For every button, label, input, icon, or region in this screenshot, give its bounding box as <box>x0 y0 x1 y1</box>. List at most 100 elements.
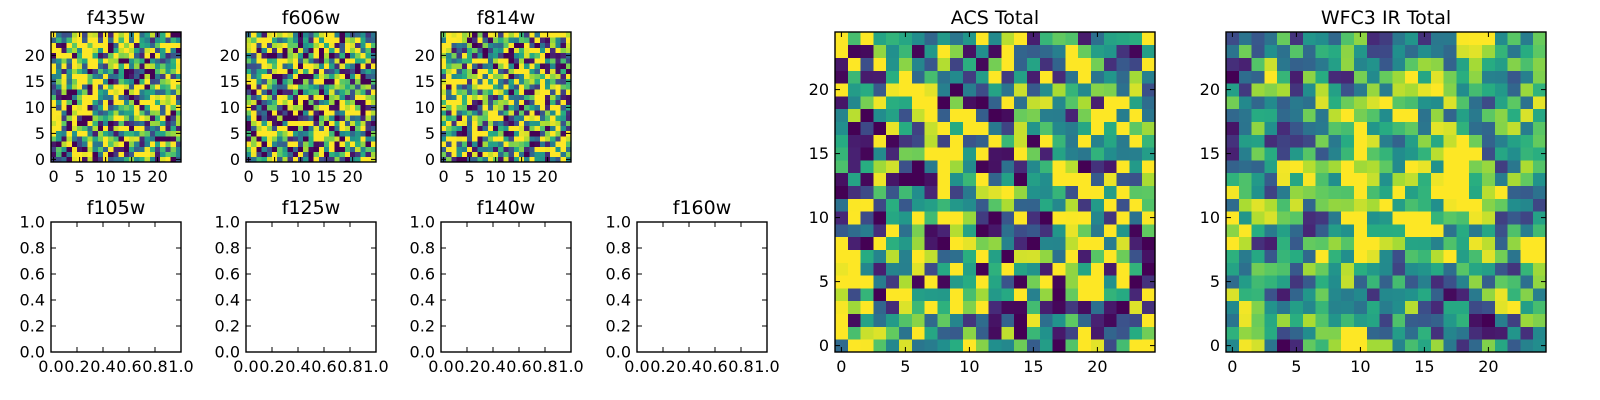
heatmap-cell <box>477 47 483 54</box>
heatmap-cell <box>266 73 273 80</box>
heatmap-cell <box>451 63 457 69</box>
y-tick-label: 0.2 <box>215 317 240 336</box>
heatmap-cell <box>71 99 78 106</box>
heatmap-cell <box>1129 326 1143 340</box>
heatmap-cell <box>1482 198 1496 212</box>
heatmap-cell <box>860 108 874 122</box>
heatmap-cell <box>329 52 335 59</box>
heatmap-cell <box>134 84 140 90</box>
heatmap-cell <box>539 146 546 152</box>
heatmap-cell <box>92 47 99 54</box>
heatmap-cell <box>456 99 463 106</box>
heatmap-cell <box>1264 313 1278 327</box>
heatmap-cell <box>451 58 457 64</box>
heatmap-cell <box>899 57 913 71</box>
heatmap-cell <box>113 136 119 142</box>
heatmap-cell <box>113 125 119 132</box>
heatmap-cell <box>360 32 366 38</box>
heatmap-cell <box>1341 288 1355 302</box>
heatmap-cell <box>963 96 977 110</box>
heatmap-cell <box>1430 224 1444 238</box>
heatmap-cell <box>446 115 452 121</box>
y-tick-label: 10 <box>25 98 45 117</box>
heatmap-cell <box>1129 249 1143 263</box>
heatmap-cell <box>1251 70 1265 84</box>
heatmap-cell <box>313 104 320 111</box>
heatmap-cell <box>155 99 161 106</box>
heatmap-cell <box>256 84 262 90</box>
heatmap-cell <box>975 185 989 199</box>
heatmap-cell <box>1039 121 1053 135</box>
heatmap-cell <box>287 52 294 59</box>
heatmap-cell <box>1027 313 1041 327</box>
heatmap-cell <box>508 58 515 64</box>
heatmap-cell <box>266 84 273 90</box>
heatmap-cell <box>113 130 119 137</box>
heatmap-cell <box>1027 300 1041 314</box>
heatmap-cell <box>313 68 320 74</box>
heatmap-cell <box>456 78 463 85</box>
heatmap-cell <box>56 58 62 64</box>
heatmap-cell <box>1520 185 1534 199</box>
heatmap-cell <box>1366 236 1380 250</box>
heatmap-cell <box>1392 249 1406 263</box>
heatmap-cell <box>937 326 951 340</box>
heatmap-cell <box>1264 57 1278 71</box>
heatmap-cell <box>1226 57 1240 71</box>
heatmap-cell <box>344 125 351 132</box>
heatmap-cell <box>1533 160 1547 174</box>
heatmap-cell <box>103 110 109 116</box>
heatmap-cell <box>261 110 268 116</box>
heatmap-cell <box>1264 211 1278 225</box>
heatmap-cell <box>1290 32 1304 46</box>
heatmap-cell <box>123 110 130 116</box>
heatmap-cell <box>1014 198 1028 212</box>
heatmap-cell <box>493 151 499 158</box>
heatmap-cell <box>963 83 977 97</box>
heatmap-cell <box>350 130 356 137</box>
heatmap-cell <box>1014 108 1028 122</box>
heatmap-cell <box>524 130 530 137</box>
heatmap-cell <box>539 115 546 121</box>
heatmap-cell <box>282 151 288 158</box>
heatmap-cell <box>1405 224 1419 238</box>
heatmap-cell <box>334 125 340 132</box>
y-tick-label: 0 <box>35 150 45 169</box>
heatmap-cell <box>87 104 93 111</box>
heatmap-cell <box>565 58 572 64</box>
heatmap-cells <box>51 32 182 163</box>
heatmap-cell <box>508 47 515 54</box>
heatmap-cell <box>1039 275 1053 289</box>
heatmap-cell <box>1354 300 1368 314</box>
heatmap-cell <box>1039 236 1053 250</box>
heatmap-cell <box>911 147 925 161</box>
heatmap-cell <box>134 52 140 59</box>
heatmap-cell <box>503 120 509 126</box>
heatmap-cell <box>1456 236 1470 250</box>
heatmap-cell <box>303 136 309 142</box>
heatmap-cell <box>529 115 535 121</box>
heatmap-cell <box>1482 236 1496 250</box>
heatmap-cell <box>287 84 294 90</box>
heatmap-cell <box>1418 70 1432 84</box>
heatmap-cell <box>113 110 119 116</box>
heatmap-cell <box>1430 96 1444 110</box>
heatmap-cell <box>339 141 346 147</box>
heatmap-cell <box>355 52 361 59</box>
heatmap-cell <box>1116 198 1130 212</box>
heatmap-cell <box>1277 339 1291 353</box>
heatmap-cell <box>524 32 530 38</box>
heatmap-cell <box>835 313 849 327</box>
heatmap-cell <box>298 42 304 48</box>
heatmap-cell <box>272 42 278 48</box>
y-tick-label: 0.8 <box>215 239 240 258</box>
heatmap-cell <box>123 73 130 80</box>
heatmap-cell <box>1014 134 1028 148</box>
heatmap-cell <box>1430 108 1444 122</box>
heatmap-cell <box>519 115 525 121</box>
heatmap-cell <box>92 58 99 64</box>
heatmap-cell <box>1001 32 1015 46</box>
heatmap-cell <box>1238 121 1252 135</box>
heatmap-cell <box>963 147 977 161</box>
heatmap-cell <box>261 125 268 132</box>
